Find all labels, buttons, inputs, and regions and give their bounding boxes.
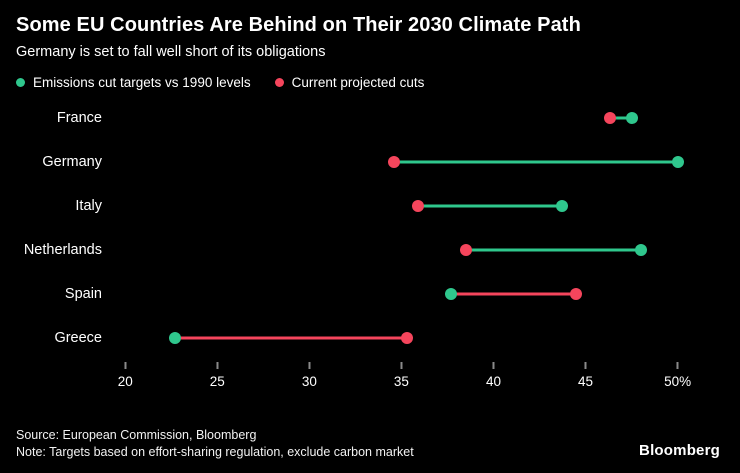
dumbbell-plot	[116, 96, 720, 140]
axis-tick: 25	[210, 362, 225, 389]
category-label: Greece	[54, 330, 102, 346]
dumbbell-plot	[116, 228, 720, 272]
axis-tick: 20	[118, 362, 133, 389]
red-dot-icon	[274, 78, 284, 87]
target-dot	[634, 244, 647, 256]
target-dot	[555, 200, 568, 212]
category-label: Netherlands	[23, 242, 102, 258]
connector-line	[609, 116, 632, 120]
projected-dot	[570, 288, 583, 300]
chart-row: Italy	[16, 184, 720, 228]
target-dot	[445, 288, 458, 300]
tick-label: 50%	[664, 374, 692, 389]
target-dot	[168, 332, 181, 344]
chart-row: Germany	[16, 140, 720, 184]
connector-line	[465, 248, 641, 252]
connector-line	[418, 204, 562, 208]
x-axis: 20 25 30 35 40 45 50%	[16, 362, 720, 392]
chart-row: Greece	[16, 316, 720, 360]
tick-label: 45	[578, 374, 594, 389]
legend-label-targets: Emissions cut targets vs 1990 levels	[33, 75, 251, 90]
legend-label-projected: Current projected cuts	[291, 75, 425, 90]
tick-label: 30	[301, 374, 317, 389]
chart-title: Some EU Countries Are Behind on Their 20…	[16, 14, 581, 36]
axis-track: 20 25 30 35 40 45 50%	[116, 362, 720, 392]
tick-mark	[124, 362, 127, 369]
green-dot-icon	[16, 78, 25, 87]
tick-mark	[216, 362, 219, 369]
projected-dot	[388, 156, 401, 168]
target-dot	[625, 112, 638, 124]
axis-tick: 45	[578, 362, 593, 389]
chart-rows: France Germany Italy Netherlands Spain Greece	[16, 96, 720, 360]
tick-mark	[676, 362, 679, 369]
tick-label: 35	[393, 374, 409, 389]
bloomberg-logo: Bloomberg	[639, 442, 720, 459]
category-label: Spain	[64, 286, 102, 302]
axis-spacer	[16, 362, 116, 392]
dumbbell-plot	[116, 184, 720, 228]
connector-line	[174, 336, 407, 340]
legend-item-targets: Emissions cut targets vs 1990 levels	[16, 75, 251, 90]
tick-mark	[584, 362, 587, 369]
projected-dot	[603, 112, 616, 124]
dumbbell-chart: France Germany Italy Netherlands Spain Greece…	[16, 96, 720, 392]
tick-label: 25	[209, 374, 225, 389]
axis-tick: 40	[486, 362, 501, 389]
dumbbell-plot	[116, 140, 720, 184]
chart-row: Spain	[16, 272, 720, 316]
chart-row: Netherlands	[16, 228, 720, 272]
axis-tick: 50%	[664, 362, 691, 389]
projected-dot	[400, 332, 413, 344]
tick-mark	[400, 362, 403, 369]
category-label: Italy	[75, 198, 102, 214]
category-label: Germany	[42, 154, 102, 170]
dumbbell-plot	[116, 272, 720, 316]
axis-tick: 30	[302, 362, 317, 389]
footer-lines: Source: European Commission, Bloomberg N…	[16, 427, 414, 462]
tick-label: 20	[117, 374, 133, 389]
tick-mark	[492, 362, 495, 369]
tick-mark	[308, 362, 311, 369]
axis-tick: 35	[394, 362, 409, 389]
note-text: Note: Targets based on effort-sharing re…	[16, 444, 414, 459]
target-dot	[671, 156, 684, 168]
chart-row: France	[16, 96, 720, 140]
connector-line	[394, 160, 678, 164]
tick-label: 40	[485, 374, 502, 389]
chart-subtitle: Germany is set to fall well short of its…	[16, 44, 326, 60]
legend: Emissions cut targets vs 1990 levels Cur…	[16, 75, 720, 90]
dumbbell-plot	[116, 316, 720, 360]
footer: Source: European Commission, Bloomberg N…	[16, 427, 720, 462]
source-text: Source: European Commission, Bloomberg	[16, 427, 257, 442]
legend-item-projected: Current projected cuts	[274, 75, 425, 90]
connector-line	[451, 292, 577, 296]
projected-dot	[459, 244, 472, 256]
projected-dot	[412, 200, 424, 212]
category-label: France	[56, 110, 102, 126]
